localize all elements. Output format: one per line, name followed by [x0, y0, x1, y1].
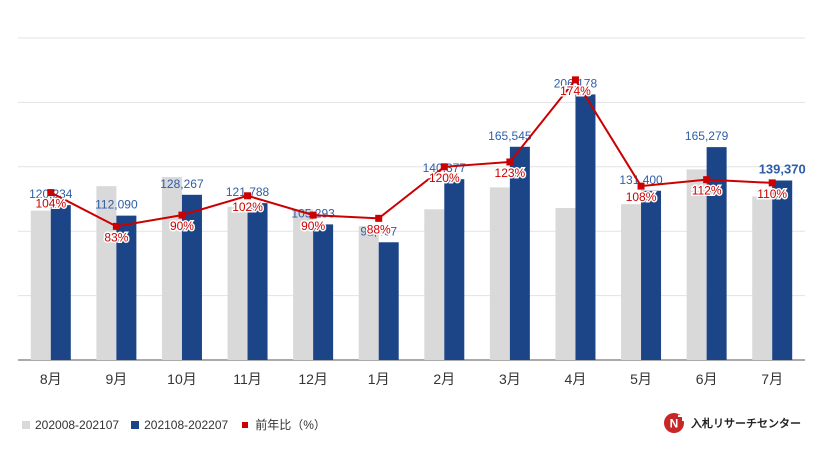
x-tick-label: 5月: [630, 371, 652, 387]
brand: N 入札リサーチセンター: [663, 412, 801, 434]
bar-current-year: [313, 224, 334, 360]
bar-prev-year: [227, 206, 248, 360]
legend-swatch-gray: [22, 420, 30, 429]
yoy-label: 108%: [626, 190, 657, 204]
bar-prev-year: [686, 169, 707, 360]
brand-name: 入札リサーチセンター: [691, 418, 801, 430]
bar-value-label: 131,400: [619, 173, 663, 187]
yoy-label: 123%: [495, 166, 526, 180]
x-tick-label: 4月: [565, 371, 587, 387]
x-tick-label: 7月: [761, 371, 783, 387]
bar-value-label: 91,407: [360, 224, 397, 238]
bar-current-year: [378, 242, 399, 360]
yoy-point: [309, 211, 317, 219]
legend-item-current-year: 202108-202207: [131, 418, 228, 432]
bar-current-year: [247, 203, 268, 360]
x-tick-label: 11月: [233, 371, 262, 387]
x-tick-label: 9月: [105, 371, 127, 387]
bar-current-year: [509, 146, 530, 360]
bar-prev-year: [621, 204, 642, 360]
bar-prev-year: [30, 210, 51, 360]
x-tick-label: 8月: [40, 371, 62, 387]
legend-swatch-blue: [131, 420, 140, 429]
bar-current-year: [706, 147, 727, 360]
bar-prev-year: [555, 208, 576, 360]
bar-value-label: 139,370: [759, 161, 806, 176]
yoy-point: [244, 192, 252, 200]
x-tick-label: 6月: [696, 371, 718, 387]
bar-prev-year: [424, 209, 445, 360]
bar-value-label: 112,090: [95, 198, 138, 212]
bar-current-year: [772, 180, 793, 360]
bar-current-year: [575, 94, 596, 360]
bar-prev-year: [358, 226, 379, 360]
yoy-point: [47, 189, 55, 197]
yoy-label: 120%: [429, 171, 460, 185]
bar-current-year: [116, 215, 137, 360]
bar-current-year: [444, 179, 465, 360]
yoy-point: [178, 211, 186, 219]
bar-prev-year: [752, 196, 773, 360]
yoy-label: 88%: [367, 222, 391, 236]
yoy-line: [50, 78, 773, 228]
svg-text:N: N: [670, 417, 679, 431]
bar-prev-year: [96, 186, 117, 360]
x-tick-label: 3月: [499, 371, 521, 387]
x-tick-label: 2月: [433, 371, 455, 387]
brand-logo-icon: N: [664, 413, 684, 433]
bar-value-label: 128,267: [160, 177, 204, 191]
yoy-label: 90%: [301, 219, 325, 233]
bar-value-label: 165,279: [685, 129, 729, 143]
bar-current-year: [641, 190, 662, 360]
x-tick-label: 12月: [298, 371, 328, 387]
bar-current-year: [181, 194, 202, 360]
bar-prev-year: [489, 187, 510, 360]
yoy-point: [375, 214, 383, 222]
legend-swatch-red-marker: [240, 421, 250, 429]
yoy-label: 110%: [757, 187, 787, 201]
yoy-point: [440, 163, 448, 171]
yoy-label: 104%: [35, 197, 66, 211]
yoy-point: [703, 176, 711, 184]
x-tick-label: 1月: [368, 371, 390, 387]
yoy-label: 102%: [232, 200, 263, 214]
bar-prev-year: [161, 177, 182, 360]
chart: 8月9月10月11月12月1月2月3月4月5月6月7月120,234112,09…: [18, 37, 806, 387]
yoy-label: 90%: [170, 219, 194, 233]
yoy-label: 83%: [104, 230, 128, 244]
legend-item-prev-year: 202008-202107: [22, 418, 119, 432]
legend-label-current-year: 202108-202207: [144, 417, 229, 432]
yoy-point: [112, 222, 120, 230]
bar-current-year: [50, 205, 71, 360]
bar-value-label: 206,178: [554, 76, 598, 90]
yoy-label: 112%: [692, 184, 722, 198]
yoy-point: [637, 182, 645, 190]
yoy-label: 174%: [560, 84, 591, 98]
yoy-point: [506, 158, 514, 166]
x-tick-label: 10月: [167, 371, 197, 387]
bar-prev-year: [293, 209, 314, 360]
bar-value-label: 165,545: [488, 129, 532, 143]
legend-item-yoy: 前年比（%）: [240, 416, 326, 433]
yoy-point: [768, 179, 776, 187]
legend-label-prev-year: 202008-202107: [35, 417, 120, 432]
legend: 202008-202107 202108-202207 前年比（%）: [22, 416, 338, 433]
legend-label-yoy: 前年比（%）: [255, 418, 326, 432]
bar-value-label: 121,788: [226, 185, 270, 199]
yoy-point: [571, 76, 579, 84]
